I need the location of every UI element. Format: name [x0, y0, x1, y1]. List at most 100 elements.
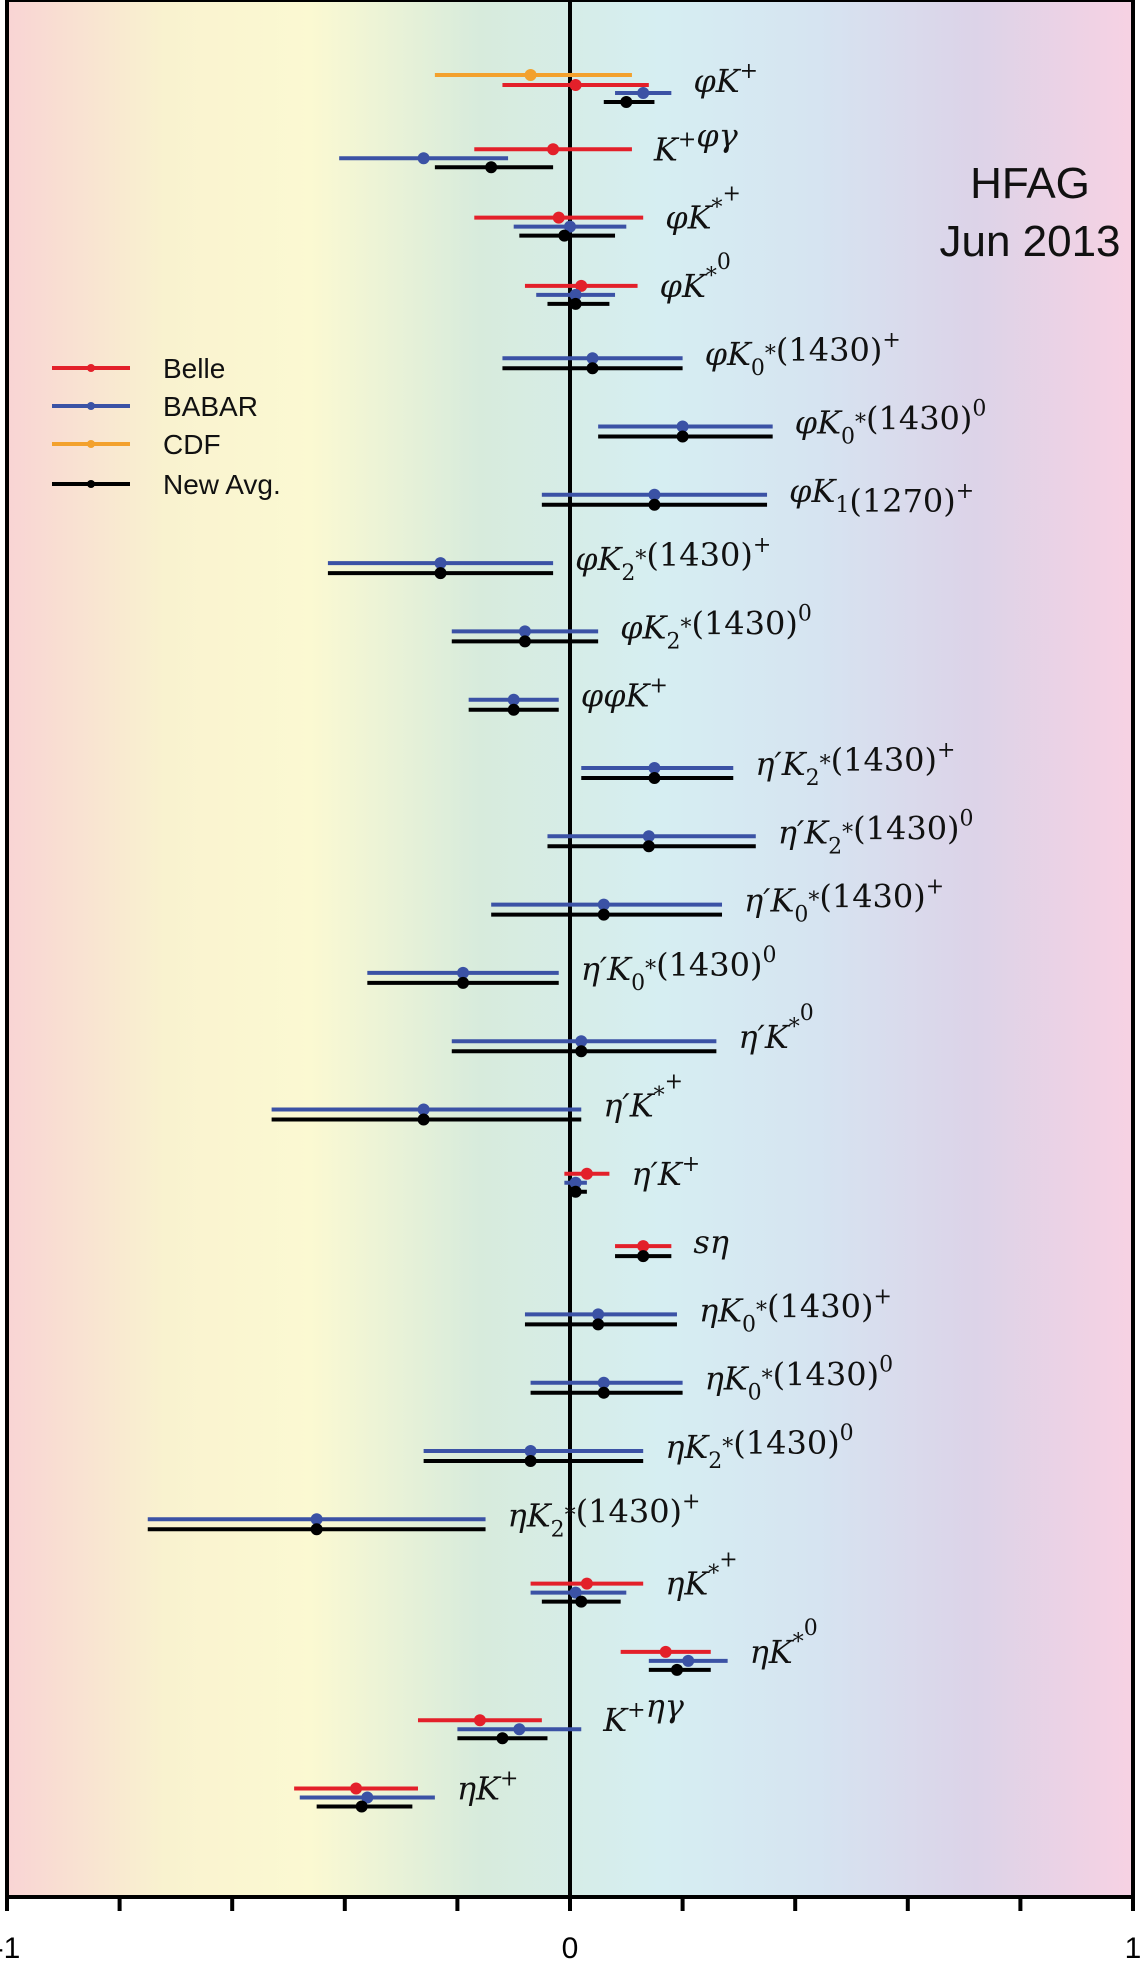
- point-babar-22: [569, 1586, 582, 1599]
- error-bars: [147, 69, 773, 1813]
- point-babar-5: [676, 420, 689, 433]
- point-babar-11: [642, 830, 655, 843]
- decay-label-5: φK0*(1430)0: [795, 397, 987, 450]
- point-newavg-24: [496, 1732, 509, 1745]
- x-tick-label-0: -1: [0, 1932, 20, 1965]
- point-newavg-19: [597, 1386, 610, 1399]
- point-babar-0: [637, 87, 650, 99]
- point-newavg-18: [592, 1318, 605, 1331]
- point-babar-8: [518, 625, 531, 638]
- decay-label-4: φK0*(1430)+: [705, 328, 901, 381]
- point-belle-0: [569, 79, 582, 91]
- stamp-line2: Jun 2013: [939, 217, 1120, 266]
- point-newavg-3: [569, 297, 582, 310]
- legend: Belle BABAR CDF New Avg.: [52, 353, 281, 500]
- point-newavg-25: [355, 1800, 368, 1813]
- point-babar-2: [564, 220, 576, 233]
- decay-label-13: η′K0*(1430)0: [581, 943, 777, 996]
- decay-label-1: K+φγ: [653, 116, 739, 168]
- point-belle-3: [575, 279, 588, 292]
- point-newavg-7: [434, 567, 447, 580]
- decay-label-9: φφK+: [581, 674, 668, 715]
- decay-label-6: φK1(1270)+: [789, 472, 974, 520]
- decay-label-15: η′K*+: [603, 1070, 683, 1125]
- decay-label-20: ηK2*(1430)0: [665, 1421, 853, 1474]
- decay-label-21: ηK2*(1430)+: [508, 1489, 701, 1542]
- legend-label-belle: Belle: [163, 353, 225, 384]
- point-belle-17: [637, 1240, 650, 1253]
- decay-label-11: η′K2*(1430)0: [778, 806, 974, 859]
- x-axis-tick-labels: -1 0 1: [0, 1932, 1140, 1965]
- point-belle-23: [659, 1645, 672, 1658]
- point-babar-24: [513, 1723, 526, 1736]
- point-belle-1: [547, 143, 560, 156]
- point-babar-19: [597, 1376, 610, 1389]
- point-newavg-9: [507, 703, 520, 716]
- point-newavg-13: [457, 976, 470, 989]
- point-newavg-10: [648, 772, 661, 784]
- point-babar-9: [507, 693, 520, 706]
- point-babar-6: [648, 488, 661, 501]
- point-newavg-20: [524, 1455, 537, 1467]
- x-axis-ticks: [5, 1897, 1135, 1911]
- decay-label-3: φK*0: [660, 250, 731, 305]
- point-cdf-0: [524, 69, 537, 81]
- decay-label-7: φK2*(1430)+: [575, 533, 771, 586]
- point-newavg-4: [586, 362, 599, 375]
- point-babar-16: [569, 1176, 582, 1189]
- decay-label-2: φK*+: [665, 182, 741, 237]
- point-babar-13: [457, 966, 470, 979]
- point-belle-2: [552, 211, 565, 224]
- decay-label-25: ηK+: [457, 1767, 519, 1808]
- legend-marker-cdf: [87, 440, 95, 448]
- decay-label-0: φK+: [693, 59, 758, 100]
- point-babar-10: [648, 762, 661, 774]
- point-newavg-21: [310, 1523, 323, 1536]
- point-babar-14: [575, 1035, 588, 1048]
- point-belle-24: [473, 1714, 486, 1727]
- point-newavg-5: [676, 430, 689, 443]
- point-newavg-23: [670, 1663, 683, 1676]
- decay-label-14: η′K*0: [738, 1001, 813, 1056]
- point-babar-15: [417, 1103, 430, 1116]
- point-babar-7: [434, 557, 447, 570]
- stamp-line1: HFAG: [970, 159, 1090, 208]
- legend-label-cdf: CDF: [163, 429, 221, 460]
- point-newavg-1: [485, 161, 498, 174]
- point-babar-25: [361, 1791, 374, 1804]
- x-tick-label-2: 1: [1125, 1932, 1140, 1965]
- point-newavg-12: [597, 908, 610, 921]
- legend-label-newavg: New Avg.: [163, 469, 281, 500]
- point-newavg-15: [417, 1113, 430, 1126]
- point-belle-22: [580, 1577, 593, 1590]
- decay-label-24: K+ηγ: [602, 1687, 685, 1739]
- decay-label-17: sη: [693, 1223, 729, 1261]
- point-babar-1: [417, 152, 430, 165]
- point-newavg-0: [620, 96, 633, 108]
- point-babar-18: [592, 1308, 605, 1321]
- point-newavg-14: [575, 1045, 588, 1058]
- point-babar-20: [524, 1445, 537, 1457]
- legend-label-babar: BABAR: [163, 391, 258, 422]
- decay-labels: φK+ K+φγ φK*+ φK*0 φK0*(1430)+ φK0*(1430)0 φK1…: [457, 59, 987, 1808]
- point-newavg-17: [637, 1250, 650, 1263]
- point-babar-21: [310, 1513, 323, 1526]
- point-newavg-6: [648, 498, 661, 511]
- point-newavg-16: [569, 1185, 582, 1198]
- decay-label-22: ηK*+: [665, 1548, 738, 1603]
- point-babar-4: [586, 352, 599, 365]
- point-newavg-2: [558, 229, 571, 242]
- decay-label-23: ηK*0: [750, 1616, 818, 1671]
- decay-label-10: η′K2*(1430)+: [755, 738, 955, 791]
- legend-marker-belle: [87, 364, 95, 372]
- point-newavg-22: [575, 1595, 588, 1608]
- point-belle-16: [580, 1167, 593, 1180]
- point-belle-25: [350, 1782, 363, 1795]
- legend-marker-babar: [87, 402, 95, 410]
- point-babar-3: [569, 288, 582, 301]
- x-tick-label-1: 0: [562, 1932, 579, 1965]
- point-babar-23: [682, 1654, 695, 1667]
- point-babar-12: [597, 898, 610, 911]
- point-newavg-11: [642, 840, 655, 853]
